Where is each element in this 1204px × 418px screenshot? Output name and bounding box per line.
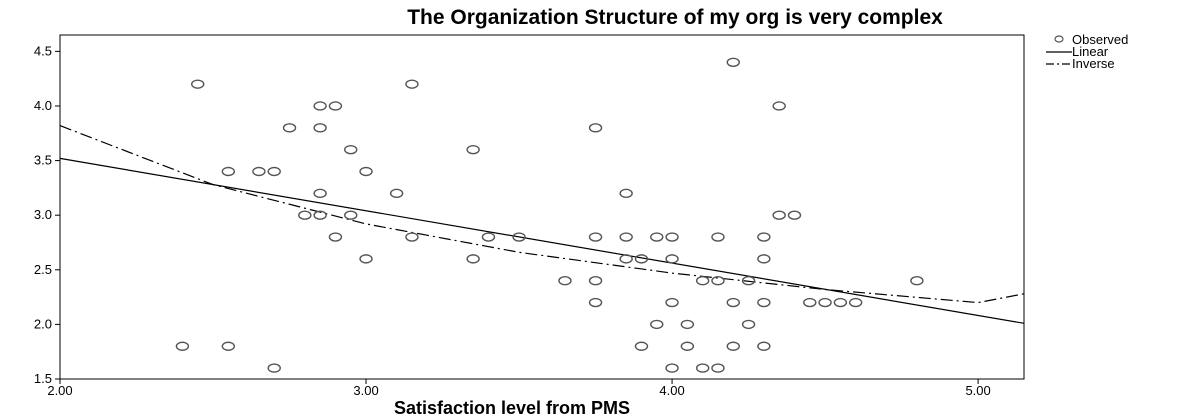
y-tick-label: 3.0 bbox=[34, 207, 52, 222]
observed-point bbox=[359, 166, 373, 177]
observed-point bbox=[833, 297, 848, 308]
chart-title: The Organization Structure of my org is … bbox=[407, 6, 943, 29]
observed-point bbox=[481, 232, 496, 242]
observed-point bbox=[328, 101, 343, 111]
observed-point bbox=[389, 188, 404, 199]
observed-point bbox=[267, 363, 281, 373]
observed-point bbox=[711, 276, 725, 286]
observed-point bbox=[267, 166, 281, 177]
observed-point bbox=[282, 123, 297, 133]
observed-point bbox=[405, 79, 419, 89]
observed-point bbox=[741, 319, 756, 330]
observed-point bbox=[466, 144, 480, 155]
y-axis: 1.5 2.0 2.5 3.0 3.5 4.0 4.5 bbox=[34, 43, 60, 386]
observed-point bbox=[757, 341, 771, 351]
observed-point bbox=[221, 166, 236, 177]
observed-point bbox=[818, 297, 832, 308]
y-tick-label: 1.5 bbox=[34, 371, 52, 386]
observed-point bbox=[665, 297, 679, 308]
observed-point bbox=[588, 232, 603, 242]
observed-point bbox=[328, 232, 343, 242]
x-tick-label: 5.00 bbox=[965, 383, 990, 398]
observed-point bbox=[665, 232, 679, 242]
x-tick-label: 4.00 bbox=[659, 383, 684, 398]
y-tick-label: 3.5 bbox=[34, 153, 52, 168]
observed-point bbox=[726, 297, 740, 308]
observed-point bbox=[252, 166, 266, 177]
observed-point bbox=[757, 297, 771, 308]
observed-point bbox=[313, 101, 327, 111]
observed-point bbox=[588, 123, 603, 133]
y-tick-label: 4.5 bbox=[34, 43, 52, 58]
observed-point bbox=[726, 57, 740, 68]
observed-point bbox=[344, 210, 358, 220]
observed-point bbox=[405, 232, 419, 242]
x-axis: 2.00 3.00 4.00 5.00 bbox=[47, 379, 991, 398]
y-tick-label: 2.5 bbox=[34, 262, 52, 277]
observed-point bbox=[680, 319, 695, 330]
observed-point bbox=[175, 341, 190, 351]
observed-point bbox=[619, 232, 633, 242]
observed-point bbox=[910, 276, 924, 286]
observed-point bbox=[313, 123, 327, 133]
linear-fit-line bbox=[59, 157, 1025, 324]
observed-point bbox=[711, 363, 725, 373]
observed-point bbox=[558, 276, 572, 286]
legend-label-linear: Linear bbox=[1072, 44, 1109, 59]
plot-layer bbox=[59, 57, 1025, 373]
observed-point bbox=[803, 297, 817, 308]
observed-point bbox=[757, 232, 771, 242]
observed-point bbox=[665, 254, 679, 264]
x-axis-label: Satisfaction level from PMS bbox=[394, 398, 630, 418]
observed-point bbox=[359, 254, 373, 264]
plot-area-frame bbox=[59, 34, 1025, 380]
legend-label-observed: Observed bbox=[1072, 32, 1128, 47]
inverse-fit-curve bbox=[59, 125, 1025, 304]
x-tick-label: 2.00 bbox=[47, 383, 72, 398]
observed-point bbox=[848, 297, 863, 308]
observed-point bbox=[344, 144, 358, 155]
observed-point bbox=[650, 232, 664, 242]
x-tick-label: 3.00 bbox=[353, 383, 378, 398]
observed-point bbox=[741, 276, 756, 286]
observed-point bbox=[313, 188, 327, 199]
observed-point bbox=[665, 363, 679, 373]
y-tick-label: 4.0 bbox=[34, 98, 52, 113]
observed-point bbox=[313, 210, 327, 220]
observed-point bbox=[512, 232, 526, 242]
observed-point bbox=[634, 254, 649, 264]
observed-point bbox=[680, 341, 695, 351]
observed-point bbox=[757, 254, 771, 264]
observed-point bbox=[772, 101, 786, 111]
observed-point bbox=[695, 363, 710, 373]
observed-point bbox=[221, 341, 236, 351]
observed-point bbox=[726, 341, 740, 351]
observed-point bbox=[787, 210, 802, 220]
observed-point bbox=[298, 210, 312, 220]
observed-point bbox=[619, 188, 633, 199]
observed-point bbox=[650, 319, 664, 330]
y-tick-label: 2.0 bbox=[34, 316, 52, 331]
legend-observed-symbol bbox=[1054, 35, 1064, 43]
observed-point bbox=[634, 341, 649, 351]
observed-point bbox=[619, 254, 633, 264]
observed-point bbox=[695, 276, 710, 286]
observed-point bbox=[711, 232, 725, 242]
observed-point bbox=[466, 254, 480, 264]
observed-point bbox=[191, 79, 205, 89]
observed-point bbox=[588, 276, 603, 286]
legend-label-inverse: Inverse bbox=[1072, 56, 1115, 71]
observed-point bbox=[588, 297, 603, 308]
observed-point bbox=[772, 210, 786, 220]
